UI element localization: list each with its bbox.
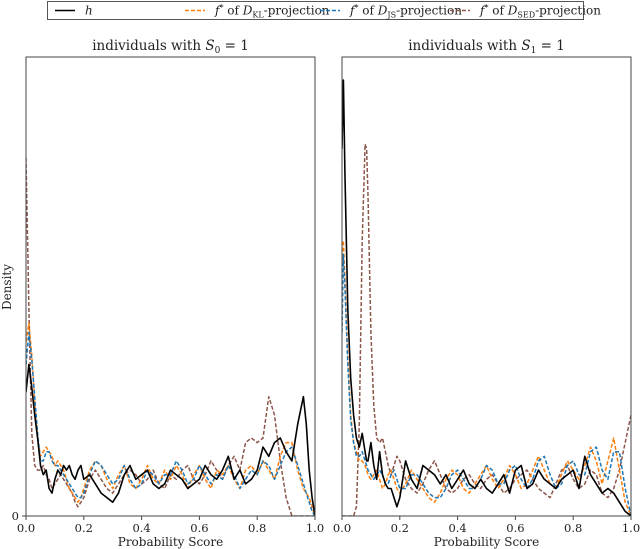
x-tick-label: 0.8: [564, 521, 582, 535]
axes-frame: [341, 56, 632, 517]
plot-title: individuals with S0 = 1: [92, 38, 249, 56]
legend-label: h: [85, 4, 93, 18]
x-tick-label: 0.2: [391, 521, 409, 535]
legend-label: f* of DJS-projection: [349, 4, 462, 20]
series-line-0: [342, 79, 631, 516]
series-line-2: [342, 253, 631, 516]
y-tick-label: 0: [12, 509, 19, 523]
legend-frame: [47, 1, 584, 20]
legend-item-0: h: [55, 4, 93, 18]
legend: h f* of DKL-projection f* of DJS-projectio…: [47, 1, 601, 20]
legend-item-3: f* of DSED-projection: [450, 4, 601, 20]
series-group: [342, 79, 631, 516]
x-tick-label: 1.0: [306, 521, 324, 535]
x-tick-label: 0.6: [190, 521, 208, 535]
legend-item-1: f* of DKL-projection: [185, 4, 330, 20]
x-tick-label: 0.6: [506, 521, 524, 535]
series-line-1: [26, 322, 315, 516]
x-tick-label: 0.0: [333, 521, 351, 535]
axes-frame: [25, 56, 316, 517]
legend-item-2: f* of DJS-projection: [320, 4, 462, 20]
x-axis-label: Probability Score: [434, 535, 540, 549]
x-tick-label: 1.0: [622, 521, 640, 535]
plot-individuals-s1: individuals with S1 = 1 0.0 0.2 0.4 0.6 0.8 1.…: [333, 38, 640, 549]
legend-label: f* of DKL-projection: [214, 4, 330, 20]
x-tick-label: 0.8: [248, 521, 266, 535]
x-tick-label: 0.0: [17, 521, 35, 535]
series-line-0: [26, 363, 315, 516]
y-axis-label: Density: [0, 264, 14, 310]
series-line-3: [26, 157, 315, 516]
series-line-3: [342, 143, 631, 516]
plot-individuals-s0: individuals with S0 = 1 0.0 0.2 0.4 0.6 0.8 1.…: [12, 38, 324, 549]
x-axis-label: Probability Score: [118, 535, 224, 549]
legend-label: f* of DSED-projection: [479, 4, 601, 20]
plot-title: individuals with S1 = 1: [408, 38, 565, 56]
series-group: [26, 157, 315, 516]
x-tick-label: 0.4: [132, 521, 150, 535]
series-line-1: [342, 239, 631, 516]
x-tick-label: 0.4: [448, 521, 466, 535]
x-tick-label: 0.2: [75, 521, 93, 535]
